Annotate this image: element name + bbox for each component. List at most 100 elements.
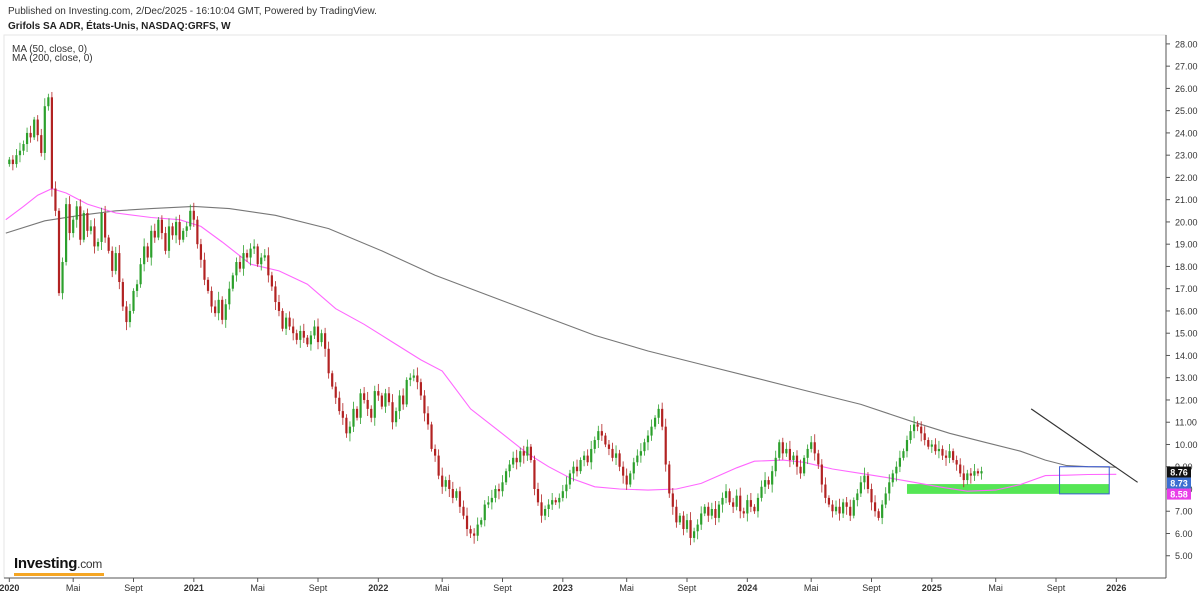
price-tag [1167, 466, 1191, 478]
candle-body [210, 290, 213, 307]
candle-body [696, 524, 699, 532]
candle-body [178, 221, 181, 240]
candle-body [866, 475, 870, 489]
candle-body [306, 337, 309, 345]
candle-body [57, 210, 61, 294]
x-tick-label: 2023 [553, 583, 573, 593]
candle-body [125, 306, 128, 323]
x-tick-label: 2025 [922, 583, 942, 593]
candle-body [565, 484, 568, 492]
candle-body [671, 493, 674, 507]
candle-body [380, 395, 383, 407]
candle-body [877, 511, 880, 518]
candle-body [952, 451, 955, 461]
candle-body [927, 440, 930, 447]
candle-body [331, 373, 334, 387]
candle-body [224, 304, 227, 320]
candle-body [107, 237, 110, 251]
candle-body [206, 279, 210, 291]
candle-body [930, 444, 933, 447]
y-tick-label: 17.00 [1175, 284, 1198, 294]
candle-body [370, 408, 373, 418]
candle-body [345, 417, 348, 434]
candle-body [522, 451, 525, 456]
candle-body [735, 495, 738, 507]
candle-body [920, 426, 923, 434]
candle-body [944, 455, 948, 458]
candle-body [838, 506, 841, 514]
candle-body [160, 219, 163, 234]
candle-body [61, 261, 64, 294]
candle-body [146, 246, 149, 258]
candle-body [898, 457, 901, 467]
x-tick-label: Sept [862, 583, 881, 593]
candle-body [543, 509, 547, 516]
candle-body [802, 457, 806, 474]
x-tick-label: Sept [493, 583, 512, 593]
y-tick-label: 15.00 [1175, 329, 1198, 339]
candle-body [976, 471, 980, 474]
x-tick-label: Mai [66, 583, 81, 593]
candle-body [93, 226, 96, 247]
candle-body [657, 408, 660, 418]
candle-body [437, 455, 440, 476]
x-tick-label: Sept [1047, 583, 1066, 593]
candle-body [363, 393, 366, 400]
candle-body [845, 502, 848, 507]
candle-body [40, 135, 43, 153]
candle-body [409, 377, 412, 380]
candle-body [327, 348, 330, 374]
candle-body [717, 504, 721, 518]
candle-body [334, 386, 337, 398]
candle-body [143, 246, 146, 265]
price-tag-label: 8.73 [1170, 478, 1188, 488]
candle-body [661, 408, 664, 427]
candle-body [348, 426, 352, 434]
candle-body [785, 448, 788, 454]
candle-body [441, 475, 444, 487]
candle-body [476, 524, 479, 536]
candle-body [302, 330, 305, 338]
candle-body [834, 506, 838, 512]
candle-body [86, 213, 89, 231]
candle-body [309, 335, 313, 345]
candle-body [799, 466, 802, 474]
candle-body [355, 408, 359, 418]
candle-body [487, 502, 490, 505]
candle-body [465, 515, 469, 530]
candle-body [469, 529, 472, 534]
y-tick-label: 11.00 [1175, 418, 1197, 428]
candle-body [174, 221, 178, 236]
candle-body [8, 159, 11, 165]
candle-body [700, 513, 703, 525]
consolidation-box [1059, 466, 1110, 495]
candle-body [873, 502, 877, 512]
candle-body [249, 248, 252, 258]
candle-body [707, 506, 710, 516]
candle-body [214, 306, 217, 314]
candle-body [636, 455, 639, 463]
candle-body [590, 448, 593, 463]
candle-body [150, 230, 153, 258]
indicator-ma200-label[interactable]: MA (200, close, 0) [12, 53, 93, 64]
candle-body [668, 464, 671, 494]
candle-body [771, 471, 774, 485]
y-tick-label: 27.00 [1175, 62, 1198, 72]
candle-body [891, 473, 894, 483]
x-tick-label: 2026 [1106, 583, 1126, 593]
indicator-ma50-label[interactable]: MA (50, close, 0) [12, 44, 88, 55]
candle-body [820, 464, 823, 485]
candle-body [292, 326, 295, 334]
candle-body [749, 500, 752, 507]
candle-body [795, 455, 799, 467]
candle-body [203, 259, 206, 280]
candle-body [228, 288, 231, 305]
x-tick-label: 2022 [368, 583, 388, 593]
candle-body [600, 431, 603, 436]
x-tick-label: Sept [124, 583, 143, 593]
candle-body [685, 520, 689, 530]
x-tick-label: 2020 [0, 583, 19, 593]
candle-body [781, 442, 784, 454]
candle-body [774, 457, 777, 472]
